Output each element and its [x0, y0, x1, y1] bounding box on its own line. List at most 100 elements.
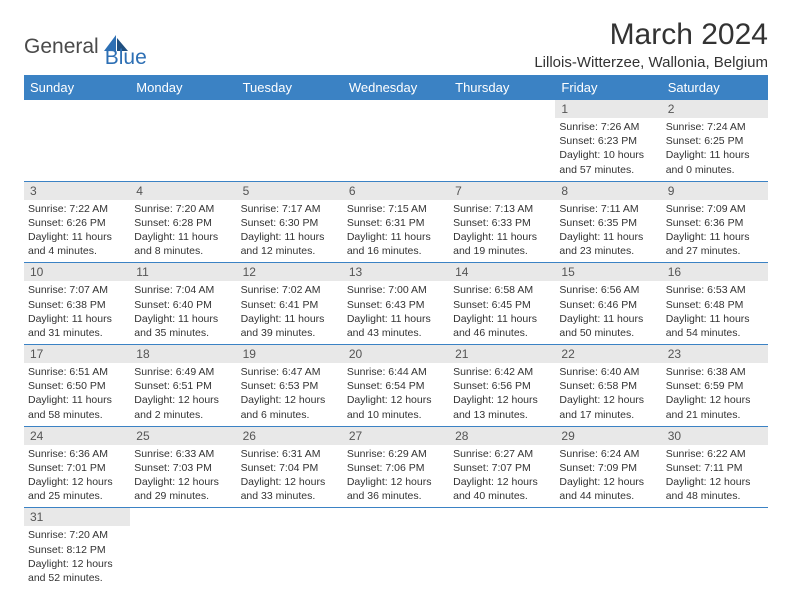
daylight-text: Daylight: 12 hours and 36 minutes. [347, 475, 445, 503]
sunrise-text: Sunrise: 6:53 AM [666, 283, 764, 297]
day-data: Sunrise: 6:27 AMSunset: 7:07 PMDaylight:… [449, 445, 555, 508]
sunset-text: Sunset: 6:43 PM [347, 298, 445, 312]
calendar-cell: 21Sunrise: 6:42 AMSunset: 6:56 PMDayligh… [449, 345, 555, 427]
calendar-row: 1Sunrise: 7:26 AMSunset: 6:23 PMDaylight… [24, 100, 768, 181]
calendar-cell: 22Sunrise: 6:40 AMSunset: 6:58 PMDayligh… [555, 345, 661, 427]
daylight-text: Daylight: 11 hours and 35 minutes. [134, 312, 232, 340]
day-data: Sunrise: 6:24 AMSunset: 7:09 PMDaylight:… [555, 445, 661, 508]
daylight-text: Daylight: 11 hours and 0 minutes. [666, 148, 764, 176]
calendar-cell: 3Sunrise: 7:22 AMSunset: 6:26 PMDaylight… [24, 181, 130, 263]
calendar-cell [130, 100, 236, 181]
calendar-cell [449, 100, 555, 181]
daylight-text: Daylight: 12 hours and 2 minutes. [134, 393, 232, 421]
sunset-text: Sunset: 7:03 PM [134, 461, 232, 475]
sunrise-text: Sunrise: 6:36 AM [28, 447, 126, 461]
location-label: Lillois-Witterzee, Wallonia, Belgium [534, 54, 768, 71]
calendar-cell [343, 100, 449, 181]
day-data: Sunrise: 7:00 AMSunset: 6:43 PMDaylight:… [343, 281, 449, 344]
sunset-text: Sunset: 6:25 PM [666, 134, 764, 148]
sunset-text: Sunset: 6:56 PM [453, 379, 551, 393]
sunrise-text: Sunrise: 7:26 AM [559, 120, 657, 134]
daylight-text: Daylight: 11 hours and 31 minutes. [28, 312, 126, 340]
calendar-cell: 11Sunrise: 7:04 AMSunset: 6:40 PMDayligh… [130, 263, 236, 345]
daylight-text: Daylight: 12 hours and 40 minutes. [453, 475, 551, 503]
daylight-text: Daylight: 12 hours and 44 minutes. [559, 475, 657, 503]
day-number: 25 [130, 427, 236, 445]
sunrise-text: Sunrise: 6:49 AM [134, 365, 232, 379]
daylight-text: Daylight: 11 hours and 16 minutes. [347, 230, 445, 258]
sunset-text: Sunset: 6:45 PM [453, 298, 551, 312]
day-data: Sunrise: 6:29 AMSunset: 7:06 PMDaylight:… [343, 445, 449, 508]
day-data: Sunrise: 6:33 AMSunset: 7:03 PMDaylight:… [130, 445, 236, 508]
day-number: 12 [237, 263, 343, 281]
day-number: 27 [343, 427, 449, 445]
daylight-text: Daylight: 12 hours and 21 minutes. [666, 393, 764, 421]
sunrise-text: Sunrise: 6:58 AM [453, 283, 551, 297]
day-number: 22 [555, 345, 661, 363]
calendar-cell [449, 508, 555, 589]
day-data: Sunrise: 7:07 AMSunset: 6:38 PMDaylight:… [24, 281, 130, 344]
daylight-text: Daylight: 11 hours and 43 minutes. [347, 312, 445, 340]
sunrise-text: Sunrise: 6:22 AM [666, 447, 764, 461]
day-number: 7 [449, 182, 555, 200]
calendar-cell: 20Sunrise: 6:44 AMSunset: 6:54 PMDayligh… [343, 345, 449, 427]
calendar-cell: 2Sunrise: 7:24 AMSunset: 6:25 PMDaylight… [662, 100, 768, 181]
day-number: 10 [24, 263, 130, 281]
day-number: 6 [343, 182, 449, 200]
daylight-text: Daylight: 12 hours and 52 minutes. [28, 557, 126, 585]
daylight-text: Daylight: 11 hours and 39 minutes. [241, 312, 339, 340]
day-data: Sunrise: 7:15 AMSunset: 6:31 PMDaylight:… [343, 200, 449, 263]
weekday-header: Friday [555, 75, 661, 100]
calendar-cell: 17Sunrise: 6:51 AMSunset: 6:50 PMDayligh… [24, 345, 130, 427]
weekday-header: Thursday [449, 75, 555, 100]
calendar-cell: 12Sunrise: 7:02 AMSunset: 6:41 PMDayligh… [237, 263, 343, 345]
calendar-cell: 4Sunrise: 7:20 AMSunset: 6:28 PMDaylight… [130, 181, 236, 263]
day-number: 31 [24, 508, 130, 526]
day-number: 18 [130, 345, 236, 363]
day-data: Sunrise: 7:22 AMSunset: 6:26 PMDaylight:… [24, 200, 130, 263]
day-data: Sunrise: 6:56 AMSunset: 6:46 PMDaylight:… [555, 281, 661, 344]
daylight-text: Daylight: 11 hours and 50 minutes. [559, 312, 657, 340]
weekday-header-row: Sunday Monday Tuesday Wednesday Thursday… [24, 75, 768, 100]
sunset-text: Sunset: 7:04 PM [241, 461, 339, 475]
calendar-cell: 23Sunrise: 6:38 AMSunset: 6:59 PMDayligh… [662, 345, 768, 427]
daylight-text: Daylight: 11 hours and 46 minutes. [453, 312, 551, 340]
daylight-text: Daylight: 11 hours and 19 minutes. [453, 230, 551, 258]
sunset-text: Sunset: 6:58 PM [559, 379, 657, 393]
calendar-cell: 28Sunrise: 6:27 AMSunset: 7:07 PMDayligh… [449, 426, 555, 508]
sunset-text: Sunset: 6:50 PM [28, 379, 126, 393]
daylight-text: Daylight: 12 hours and 29 minutes. [134, 475, 232, 503]
sunrise-text: Sunrise: 6:40 AM [559, 365, 657, 379]
sunset-text: Sunset: 6:30 PM [241, 216, 339, 230]
calendar-cell: 25Sunrise: 6:33 AMSunset: 7:03 PMDayligh… [130, 426, 236, 508]
sunrise-text: Sunrise: 6:38 AM [666, 365, 764, 379]
day-number: 17 [24, 345, 130, 363]
day-number: 13 [343, 263, 449, 281]
sunrise-text: Sunrise: 6:24 AM [559, 447, 657, 461]
calendar-table: Sunday Monday Tuesday Wednesday Thursday… [24, 75, 768, 589]
daylight-text: Daylight: 12 hours and 25 minutes. [28, 475, 126, 503]
day-data: Sunrise: 7:24 AMSunset: 6:25 PMDaylight:… [662, 118, 768, 181]
calendar-cell: 29Sunrise: 6:24 AMSunset: 7:09 PMDayligh… [555, 426, 661, 508]
day-data: Sunrise: 7:17 AMSunset: 6:30 PMDaylight:… [237, 200, 343, 263]
day-data: Sunrise: 6:31 AMSunset: 7:04 PMDaylight:… [237, 445, 343, 508]
sunset-text: Sunset: 7:11 PM [666, 461, 764, 475]
calendar-row: 3Sunrise: 7:22 AMSunset: 6:26 PMDaylight… [24, 181, 768, 263]
sunset-text: Sunset: 6:33 PM [453, 216, 551, 230]
page-title: March 2024 [534, 18, 768, 52]
sunset-text: Sunset: 6:28 PM [134, 216, 232, 230]
sunset-text: Sunset: 6:54 PM [347, 379, 445, 393]
day-number: 8 [555, 182, 661, 200]
daylight-text: Daylight: 11 hours and 12 minutes. [241, 230, 339, 258]
day-data: Sunrise: 6:42 AMSunset: 6:56 PMDaylight:… [449, 363, 555, 426]
sunset-text: Sunset: 6:38 PM [28, 298, 126, 312]
calendar-cell: 18Sunrise: 6:49 AMSunset: 6:51 PMDayligh… [130, 345, 236, 427]
day-number: 11 [130, 263, 236, 281]
calendar-cell: 8Sunrise: 7:11 AMSunset: 6:35 PMDaylight… [555, 181, 661, 263]
sunrise-text: Sunrise: 7:20 AM [28, 528, 126, 542]
day-number: 20 [343, 345, 449, 363]
calendar-cell: 27Sunrise: 6:29 AMSunset: 7:06 PMDayligh… [343, 426, 449, 508]
day-data: Sunrise: 7:20 AMSunset: 8:12 PMDaylight:… [24, 526, 130, 589]
day-number: 28 [449, 427, 555, 445]
sunset-text: Sunset: 7:09 PM [559, 461, 657, 475]
